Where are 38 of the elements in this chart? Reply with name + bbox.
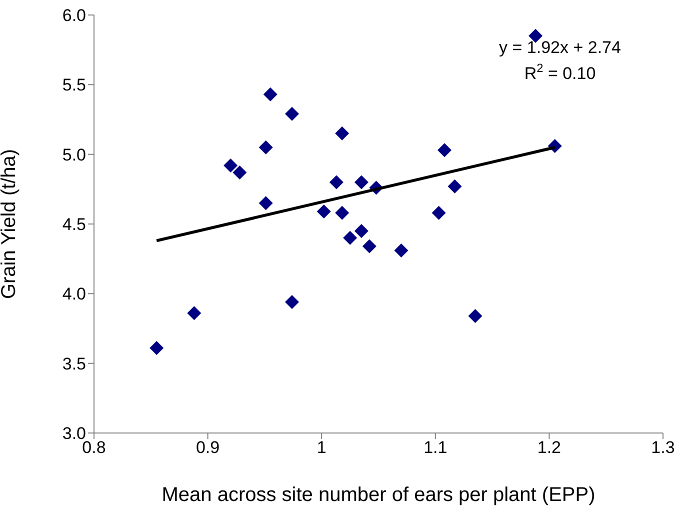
point bbox=[394, 243, 408, 258]
point bbox=[432, 206, 446, 220]
point bbox=[335, 126, 350, 140]
x-axis-title: Mean across site number of ears per plant (EPP) bbox=[162, 484, 596, 506]
point bbox=[316, 204, 331, 218]
x-tick-label: 1.1 bbox=[424, 438, 448, 458]
annotation: y = 1.92x + 2.74 bbox=[499, 38, 621, 57]
point bbox=[448, 179, 462, 194]
x-tick-label: 1.2 bbox=[537, 438, 562, 458]
y-tick-label: 4.0 bbox=[62, 284, 86, 304]
y-tick-label: 5.5 bbox=[62, 76, 86, 95]
point bbox=[335, 206, 350, 220]
point bbox=[187, 306, 202, 320]
y-tick-label: 4.5 bbox=[62, 215, 86, 234]
x-tick-label: 1.3 bbox=[651, 438, 675, 458]
y-axis-title: Grain Yield (t/ha) bbox=[0, 148, 20, 300]
x-tick-label: 1 bbox=[316, 438, 326, 458]
point bbox=[438, 143, 452, 158]
point bbox=[263, 87, 278, 102]
point bbox=[354, 224, 368, 238]
x-tick-label: 0.9 bbox=[196, 438, 220, 458]
point bbox=[224, 158, 238, 172]
y-tick-label: 5.0 bbox=[62, 145, 86, 164]
y-tick-label: 6.0 bbox=[62, 6, 86, 26]
point bbox=[258, 196, 273, 210]
point bbox=[150, 341, 164, 356]
point bbox=[258, 140, 273, 154]
annotation: R$^{2}$ = 0.10 bbox=[524, 61, 596, 83]
point bbox=[232, 165, 247, 180]
point bbox=[362, 239, 376, 254]
point bbox=[354, 175, 368, 190]
point bbox=[285, 295, 300, 310]
point bbox=[343, 230, 358, 245]
point bbox=[329, 175, 344, 190]
point bbox=[285, 106, 300, 121]
y-tick-label: 3.5 bbox=[62, 354, 86, 374]
x-tick-label: 0.8 bbox=[82, 438, 106, 458]
point bbox=[468, 308, 482, 323]
